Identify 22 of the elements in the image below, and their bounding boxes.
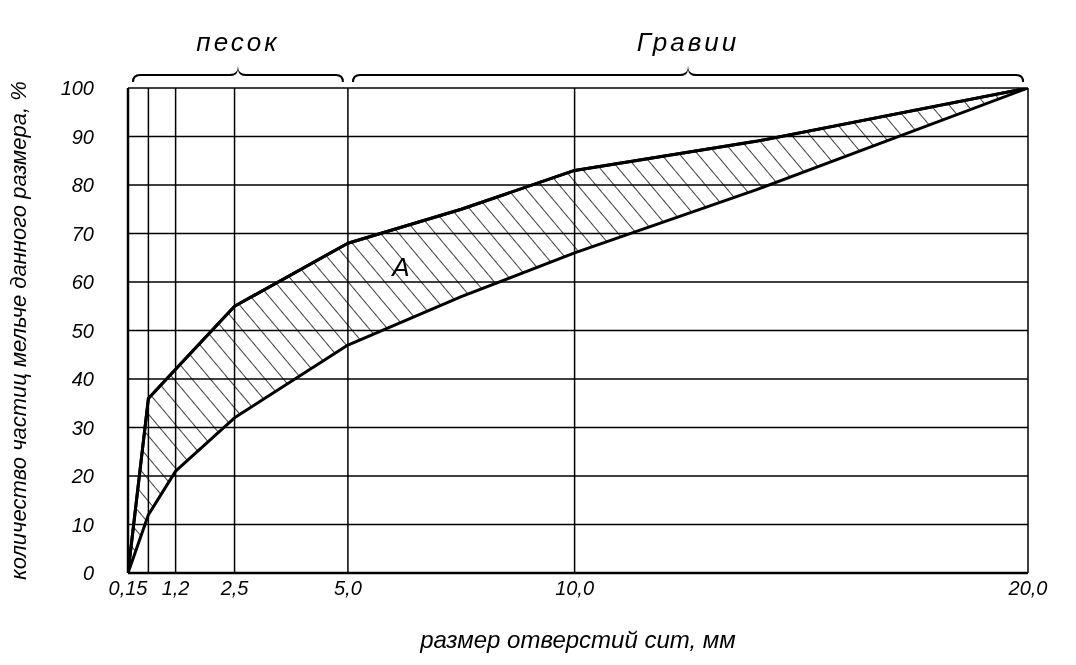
x-tick-label: 20,0 [1007, 577, 1048, 600]
y-tick-label: 10 [71, 513, 94, 536]
x-tick-label: 1,2 [161, 577, 190, 600]
y-tick-label: 30 [71, 416, 94, 439]
x-tick-label: 10,0 [555, 577, 595, 600]
y-tick-label: 90 [71, 125, 94, 148]
y-tick-label: 100 [60, 77, 94, 100]
y-tick-label: 70 [71, 222, 94, 245]
y-tick-label: 20 [70, 465, 94, 488]
y-tick-label: 80 [71, 174, 94, 197]
y-tick-label: 0 [82, 562, 94, 585]
x-axis-title: размер отверстий сит, мм [419, 626, 736, 653]
annotation: A [390, 251, 414, 284]
y-tick-label: 60 [71, 271, 94, 294]
text: песок [195, 26, 281, 58]
y-tick-label: 40 [71, 368, 94, 391]
y-axis-title: количество частиц мельче данного размера, % [5, 81, 31, 580]
text: Гравии [635, 26, 741, 58]
y-tick-label: 50 [71, 319, 94, 342]
x-tick-label: 5,0 [333, 577, 362, 600]
x-tick-label: 0,15 [108, 577, 149, 600]
x-tick-label: 2,5 [219, 577, 250, 600]
